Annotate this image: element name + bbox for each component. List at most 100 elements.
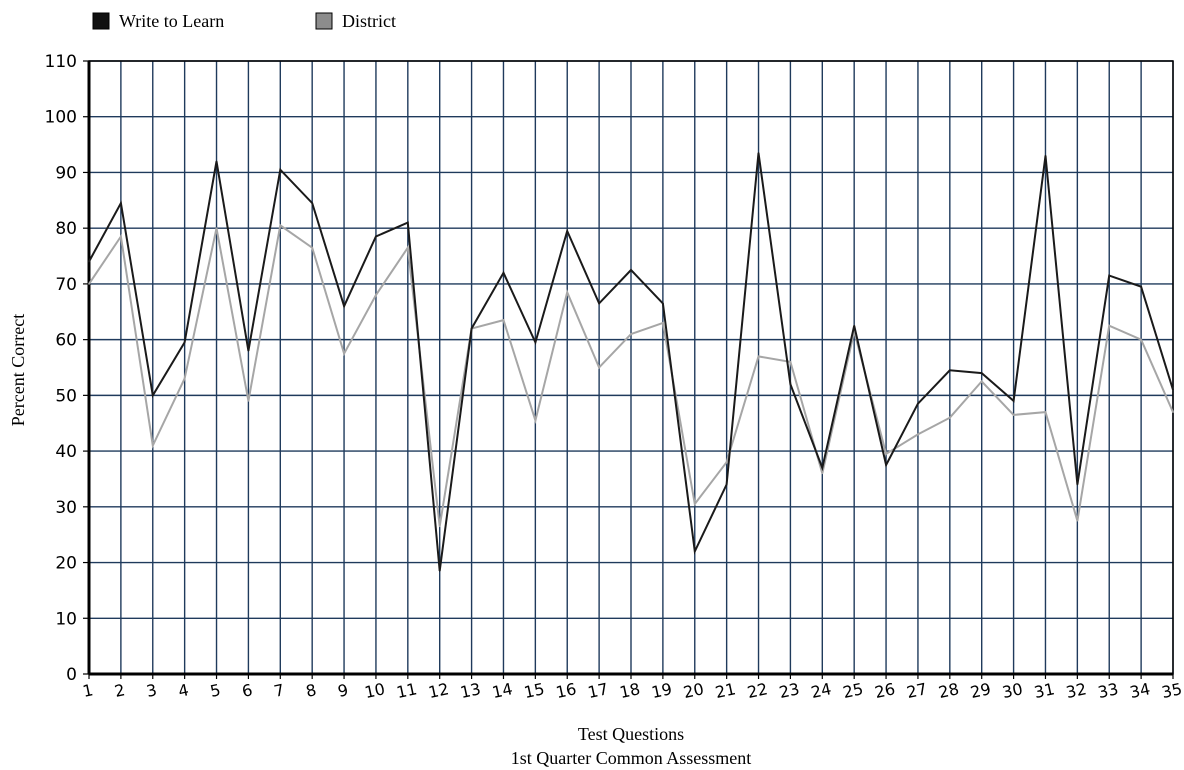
x-tick-label: 6 xyxy=(240,680,254,701)
x-tick-label: 14 xyxy=(490,679,514,702)
data-point-write-to-learn-19 xyxy=(662,302,664,305)
data-point-district-21 xyxy=(725,461,728,464)
y-tick-label: 80 xyxy=(55,219,77,239)
x-tick-label: 23 xyxy=(777,679,801,702)
data-point-district-6 xyxy=(247,400,250,402)
data-point-write-to-learn-35 xyxy=(1172,388,1174,391)
x-tick-label: 3 xyxy=(145,680,159,701)
data-point-write-to-learn-2 xyxy=(120,202,122,204)
x-tick-label: 10 xyxy=(363,679,387,702)
x-tick-label: 24 xyxy=(809,679,833,702)
y-tick-label: 90 xyxy=(55,163,77,183)
legend-label-district: District xyxy=(342,11,396,31)
data-point-district-8 xyxy=(311,246,313,249)
data-point-district-28 xyxy=(949,416,951,419)
y-tick-label: 40 xyxy=(55,442,77,462)
data-point-write-to-learn-14 xyxy=(502,271,505,274)
data-point-write-to-learn-34 xyxy=(1140,285,1142,288)
data-point-write-to-learn-10 xyxy=(375,235,377,238)
x-tick-label: 22 xyxy=(745,679,769,702)
data-point-write-to-learn-22 xyxy=(757,152,760,154)
data-point-write-to-learn-24 xyxy=(821,467,824,469)
y-tick-label: 60 xyxy=(55,331,77,351)
x-tick-label: 29 xyxy=(969,679,993,702)
data-point-write-to-learn-31 xyxy=(1044,154,1047,157)
data-point-district-24 xyxy=(821,472,824,475)
x-tick-label: 27 xyxy=(905,679,929,702)
x-tick-label: 15 xyxy=(522,679,546,702)
data-point-write-to-learn-4 xyxy=(183,341,186,344)
data-point-district-17 xyxy=(598,366,600,369)
y-tick-label: 70 xyxy=(55,275,77,295)
x-tick-label: 25 xyxy=(841,679,865,702)
data-point-write-to-learn-29 xyxy=(980,372,983,374)
data-point-district-3 xyxy=(151,444,154,447)
data-point-district-23 xyxy=(789,361,792,363)
x-tick-label: 9 xyxy=(336,680,350,701)
data-point-district-27 xyxy=(917,433,919,436)
data-point-write-to-learn-26 xyxy=(885,464,887,466)
data-point-district-20 xyxy=(693,503,696,505)
data-point-write-to-learn-16 xyxy=(566,230,569,232)
data-point-write-to-learn-21 xyxy=(725,483,728,486)
chart-subtitle: 1st Quarter Common Assessment xyxy=(511,748,752,768)
x-tick-label: 32 xyxy=(1064,679,1088,702)
x-tick-label: 31 xyxy=(1032,679,1056,702)
y-tick-label: 30 xyxy=(55,498,77,518)
x-tick-label: 34 xyxy=(1128,679,1152,702)
x-tick-label: 5 xyxy=(208,680,222,701)
x-tick-label: 8 xyxy=(304,680,318,701)
y-tick-label: 110 xyxy=(45,52,77,72)
x-tick-label: 1 xyxy=(81,680,95,701)
legend-swatch-district xyxy=(315,12,333,30)
legend-label-write-to-learn: Write to Learn xyxy=(119,11,224,31)
data-point-write-to-learn-3 xyxy=(151,394,154,397)
y-tick-label: 20 xyxy=(55,554,77,574)
data-point-district-2 xyxy=(120,235,122,238)
x-tick-label: 17 xyxy=(586,679,610,702)
data-point-district-31 xyxy=(1044,411,1047,413)
x-tick-label: 4 xyxy=(177,680,191,701)
x-tick-label: 30 xyxy=(1001,679,1025,702)
y-tick-label: 0 xyxy=(66,665,77,685)
data-point-write-to-learn-30 xyxy=(1012,400,1015,402)
data-point-write-to-learn-27 xyxy=(917,402,919,405)
data-point-district-5 xyxy=(215,227,218,229)
y-axis-ticks: 0 10 20 30 40 50 60 70 80 90 100 110 xyxy=(45,52,89,685)
data-point-write-to-learn-11 xyxy=(407,221,409,224)
data-point-district-33 xyxy=(1108,324,1111,327)
x-tick-label: 18 xyxy=(618,679,642,702)
data-point-district-16 xyxy=(566,291,569,294)
data-point-write-to-learn-32 xyxy=(1076,483,1079,486)
x-tick-label: 2 xyxy=(113,680,127,701)
data-point-write-to-learn-20 xyxy=(693,550,696,553)
data-point-district-19 xyxy=(662,322,664,324)
data-point-district-10 xyxy=(375,294,377,296)
data-point-district-7 xyxy=(279,224,282,227)
data-point-district-14 xyxy=(502,319,505,321)
data-point-district-15 xyxy=(534,419,537,422)
data-point-district-29 xyxy=(980,380,983,383)
data-point-write-to-learn-28 xyxy=(949,369,951,372)
y-tick-label: 10 xyxy=(55,609,77,629)
data-point-write-to-learn-1 xyxy=(88,260,90,263)
data-point-district-12 xyxy=(438,525,441,528)
data-point-district-34 xyxy=(1140,338,1142,341)
x-tick-label: 13 xyxy=(459,679,483,702)
data-point-write-to-learn-8 xyxy=(311,202,313,204)
legend: Write to Learn District xyxy=(92,11,396,31)
data-point-write-to-learn-17 xyxy=(598,302,600,305)
x-tick-label: 33 xyxy=(1096,679,1120,702)
x-tick-label: 19 xyxy=(650,679,674,702)
y-axis-label: Percent Correct xyxy=(8,314,28,426)
x-tick-label: 26 xyxy=(873,679,897,702)
x-tick-label: 7 xyxy=(272,680,286,701)
data-point-district-11 xyxy=(407,246,409,249)
data-point-district-1 xyxy=(88,283,90,285)
data-point-district-26 xyxy=(885,453,887,455)
x-tick-label: 35 xyxy=(1160,679,1184,702)
gridlines xyxy=(89,60,1174,674)
x-tick-label: 11 xyxy=(395,679,419,702)
x-axis-ticks: 1 2 3 4 5 6 7 8 9 10 11 12 13 14 15 16 17 18 19 20 21 22 23 24 2… xyxy=(81,674,1184,702)
